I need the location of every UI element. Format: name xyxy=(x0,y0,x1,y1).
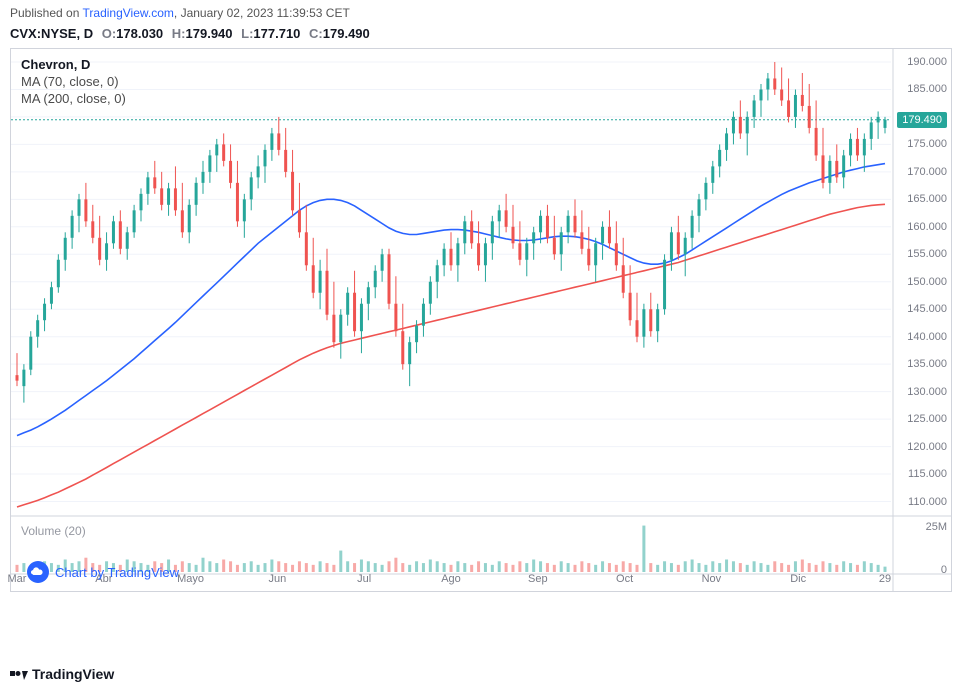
cloud-icon xyxy=(27,561,49,583)
volume-legend: Volume (20) xyxy=(21,524,86,538)
legend-ma70: MA (70, close, 0) xyxy=(21,74,126,89)
tradingview-watermark[interactable]: Chart by TradingView xyxy=(27,561,179,583)
footer-text: TradingView xyxy=(32,666,114,682)
symbol: CVX:NYSE xyxy=(10,26,76,41)
legend-title: Chevron, D xyxy=(21,57,126,72)
site-link[interactable]: TradingView.com xyxy=(83,6,174,20)
tv-logo-icon xyxy=(10,665,28,683)
footer-logo[interactable]: TradingView xyxy=(10,665,114,683)
publish-info: Published on TradingView.com, January 02… xyxy=(10,6,350,20)
legend-ma200: MA (200, close, 0) xyxy=(21,91,126,106)
chart-legend: Chevron, D MA (70, close, 0) MA (200, cl… xyxy=(21,57,126,108)
price-chart[interactable] xyxy=(11,49,951,591)
y-axis-labels: 110.000115.000120.000125.000130.000135.0… xyxy=(899,49,949,521)
chart-container[interactable]: Chevron, D MA (70, close, 0) MA (200, cl… xyxy=(10,48,952,592)
last-price-tag: 179.490 xyxy=(897,112,947,128)
ohlc-bar: CVX:NYSE, D O:178.030 H:179.940 L:177.71… xyxy=(10,26,370,41)
watermark-text: Chart by TradingView xyxy=(55,565,179,580)
